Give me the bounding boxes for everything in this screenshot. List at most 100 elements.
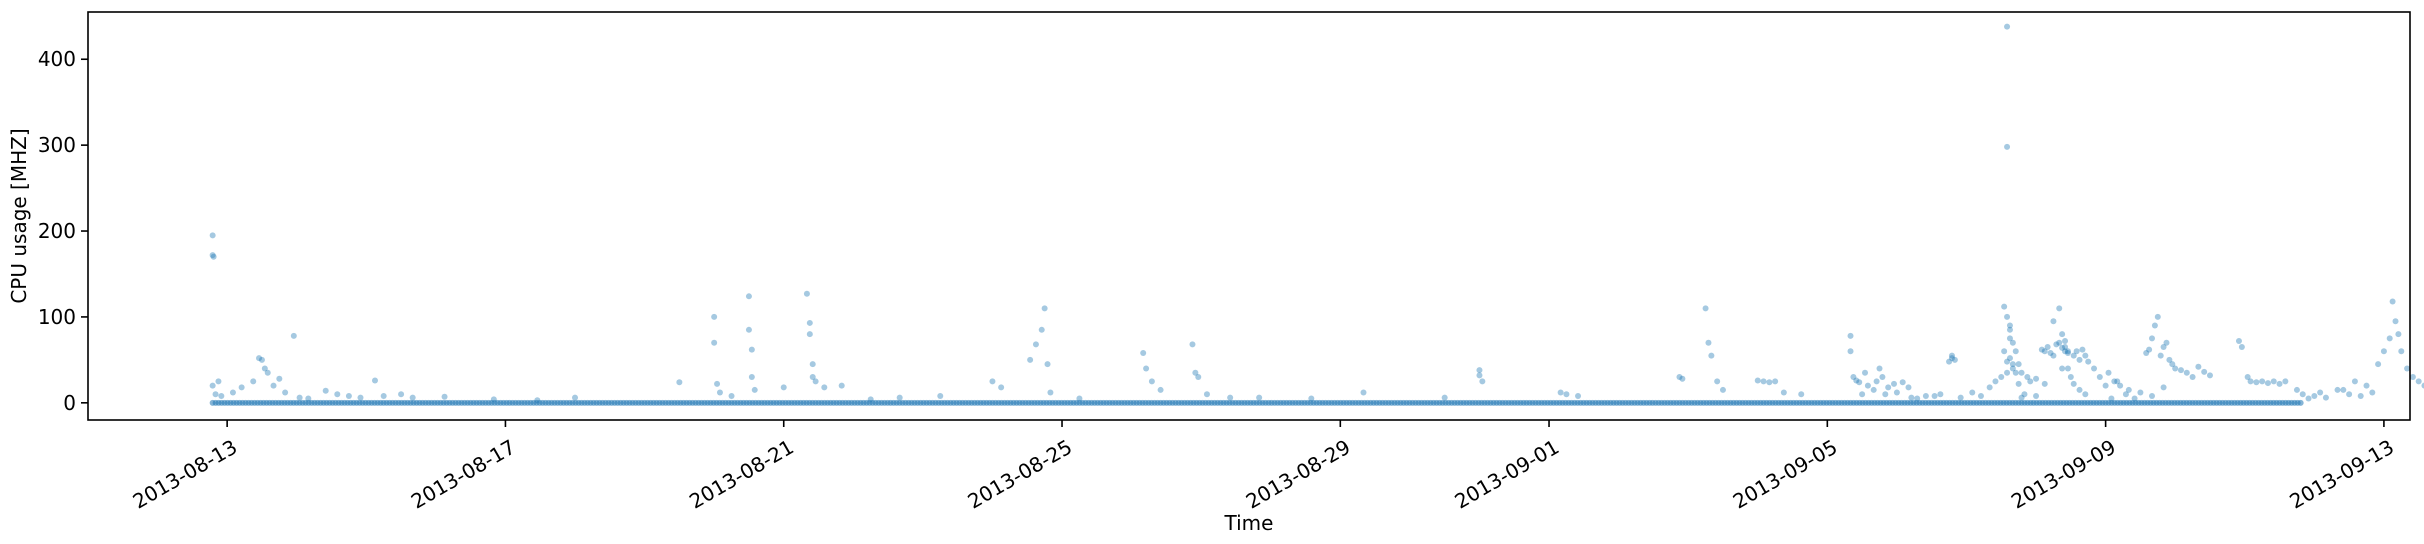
scatter-point bbox=[2018, 394, 2025, 401]
scatter-point bbox=[728, 392, 735, 399]
scatter-point bbox=[2076, 356, 2083, 363]
scatter-point bbox=[2004, 143, 2011, 150]
scatter-point bbox=[714, 380, 721, 387]
scatter-point bbox=[322, 387, 329, 394]
scatter-point bbox=[238, 384, 245, 391]
scatter-point bbox=[1754, 377, 1761, 384]
scatter-point bbox=[1041, 305, 1048, 312]
scatter-point bbox=[2264, 380, 2271, 387]
scatter-point bbox=[1195, 374, 1202, 381]
scatter-point bbox=[1969, 389, 1976, 396]
scatter-point bbox=[2079, 346, 2086, 353]
scatter-point bbox=[1044, 361, 1051, 368]
scatter-point bbox=[380, 392, 387, 399]
scatter-point bbox=[2270, 378, 2277, 385]
scatter-point bbox=[1891, 380, 1897, 387]
scatter-point bbox=[2012, 369, 2019, 376]
scatter-point bbox=[2067, 374, 2074, 381]
scatter-point bbox=[1879, 374, 1886, 381]
scatter-point bbox=[1189, 341, 1196, 348]
plot-area-frame bbox=[87, 11, 2411, 421]
x-tick-label: 2013-08-21 bbox=[685, 435, 798, 514]
scatter-point bbox=[745, 293, 752, 300]
y-tick-label: 100 bbox=[38, 305, 76, 329]
scatter-point bbox=[2122, 391, 2129, 398]
scatter-point bbox=[2027, 378, 2034, 385]
scatter-point bbox=[998, 384, 1005, 391]
scatter-point bbox=[264, 369, 271, 376]
scatter-point bbox=[2047, 350, 2054, 357]
scatter-point bbox=[2064, 348, 2071, 355]
scatter-point bbox=[2247, 378, 2254, 385]
x-tick-label: 2013-09-13 bbox=[2285, 435, 2398, 514]
scatter-point bbox=[2195, 363, 2202, 370]
scatter-point bbox=[270, 382, 277, 389]
scatter-point bbox=[2073, 348, 2080, 355]
scatter-point bbox=[1876, 365, 1883, 372]
scatter-point bbox=[751, 386, 758, 393]
scatter-point bbox=[2117, 382, 2124, 389]
scatter-point bbox=[2201, 368, 2208, 375]
scatter-point bbox=[357, 394, 364, 401]
scatter-point bbox=[2085, 358, 2092, 365]
x-tick-label: 2013-08-25 bbox=[963, 435, 1076, 514]
scatter-point bbox=[2024, 374, 2031, 381]
scatter-point bbox=[2206, 372, 2213, 379]
y-tick-label: 400 bbox=[38, 47, 76, 71]
scatter-point bbox=[2009, 339, 2016, 346]
scatter-point bbox=[2033, 375, 2040, 382]
scatter-point bbox=[2056, 339, 2063, 346]
scatter-point bbox=[1047, 389, 1054, 396]
scatter-point bbox=[2421, 382, 2424, 389]
scatter-point bbox=[371, 377, 378, 384]
scatter-point bbox=[2082, 391, 2089, 398]
baseline-points bbox=[209, 399, 2304, 406]
scatter-point bbox=[1476, 367, 1483, 374]
scatter-point bbox=[1899, 379, 1906, 386]
scatter-point bbox=[2143, 350, 2150, 357]
scatter-point bbox=[2177, 367, 2184, 374]
scatter-point bbox=[2395, 331, 2402, 338]
scatter-point bbox=[2070, 352, 2077, 359]
scatter-point bbox=[2149, 392, 2155, 399]
scatter-point bbox=[2375, 361, 2382, 368]
scatter-point bbox=[1847, 332, 1854, 339]
scatter-point bbox=[1705, 339, 1712, 346]
scatter-point bbox=[215, 378, 222, 385]
scatter-point bbox=[2357, 392, 2364, 399]
scatter-point bbox=[2004, 358, 2011, 365]
scatter-point bbox=[2050, 352, 2057, 359]
scatter-point bbox=[2369, 389, 2376, 396]
scatter-point bbox=[2166, 356, 2173, 363]
scatter-point bbox=[2033, 392, 2040, 399]
scatter-point bbox=[2038, 346, 2045, 353]
scatter-point bbox=[2062, 343, 2069, 350]
x-tick-label: 2013-09-05 bbox=[1729, 435, 1842, 514]
scatter-point bbox=[2340, 386, 2347, 393]
scatter-point bbox=[2322, 394, 2329, 401]
scatter-point bbox=[821, 384, 828, 391]
scatter-point bbox=[2059, 365, 2066, 372]
scatter-point bbox=[2059, 331, 2066, 338]
scatter-point bbox=[1772, 378, 1779, 385]
scatter-point bbox=[1038, 326, 1045, 333]
scatter-point bbox=[572, 394, 579, 401]
scatter-point bbox=[2146, 346, 2153, 353]
scatter-point bbox=[2183, 369, 2190, 376]
scatter-point bbox=[1676, 374, 1683, 381]
scatter-point bbox=[2108, 395, 2115, 402]
scatter-point bbox=[1780, 389, 1787, 396]
scatter-point bbox=[2062, 337, 2069, 344]
x-tick-label: 2013-08-29 bbox=[1242, 435, 1355, 514]
scatter-point bbox=[1766, 379, 1773, 386]
scatter-point bbox=[2021, 391, 2028, 398]
scatter-point bbox=[2006, 355, 2013, 362]
scatter-point bbox=[2053, 341, 2060, 348]
scatter-point bbox=[2059, 344, 2066, 351]
scatter-point bbox=[838, 382, 845, 389]
scatter-point bbox=[1679, 375, 1686, 382]
scatter-point bbox=[258, 356, 265, 363]
scatter-point bbox=[276, 375, 283, 382]
scatter-point bbox=[1575, 392, 1582, 399]
